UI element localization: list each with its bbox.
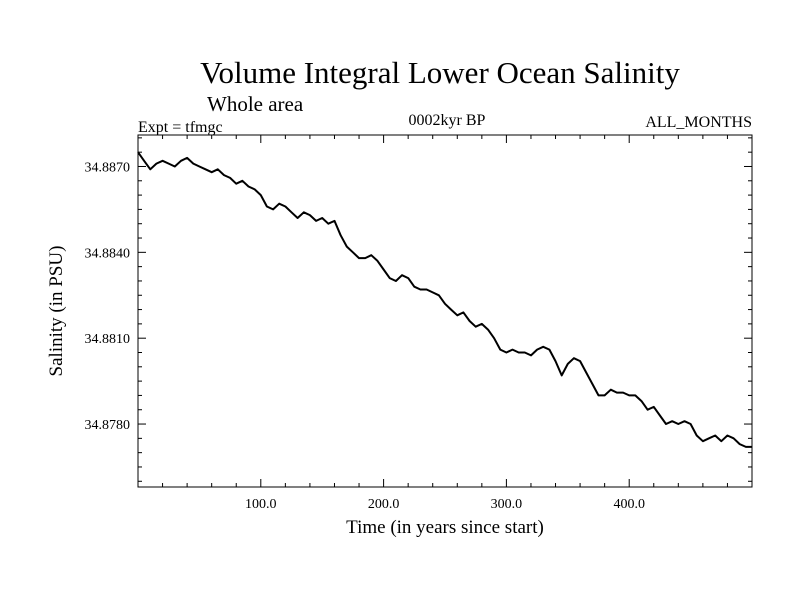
y-tick-label: 34.8840 [85, 246, 131, 261]
x-axis-tick-labels: 100.0 200.0 300.0 400.0 [245, 497, 645, 512]
y-axis-tick-labels: 34.8780 34.8810 34.8840 34.8870 [85, 160, 131, 433]
chart-subtitle: Whole area [207, 92, 304, 116]
y-tick-label: 34.8870 [85, 160, 131, 175]
salinity-series-line [137, 151, 752, 448]
experiment-label: Expt = tfmgc [138, 119, 223, 136]
period-label: 0002kyr BP [409, 112, 486, 129]
x-tick-label: 200.0 [368, 497, 400, 512]
x-tick-label: 100.0 [245, 497, 277, 512]
y-axis-ticks [138, 137, 752, 482]
x-axis-label: Time (in years since start) [346, 517, 544, 538]
months-label: ALL_MONTHS [645, 114, 752, 131]
chart-title: Volume Integral Lower Ocean Salinity [200, 55, 680, 90]
x-tick-label: 400.0 [613, 497, 645, 512]
x-axis-ticks [162, 135, 728, 487]
y-tick-label: 34.8810 [85, 332, 131, 347]
y-tick-label: 34.8780 [85, 418, 131, 433]
plot-frame [137, 134, 753, 488]
y-axis-label: Salinity (in PSU) [46, 246, 67, 377]
x-tick-label: 300.0 [491, 497, 523, 512]
